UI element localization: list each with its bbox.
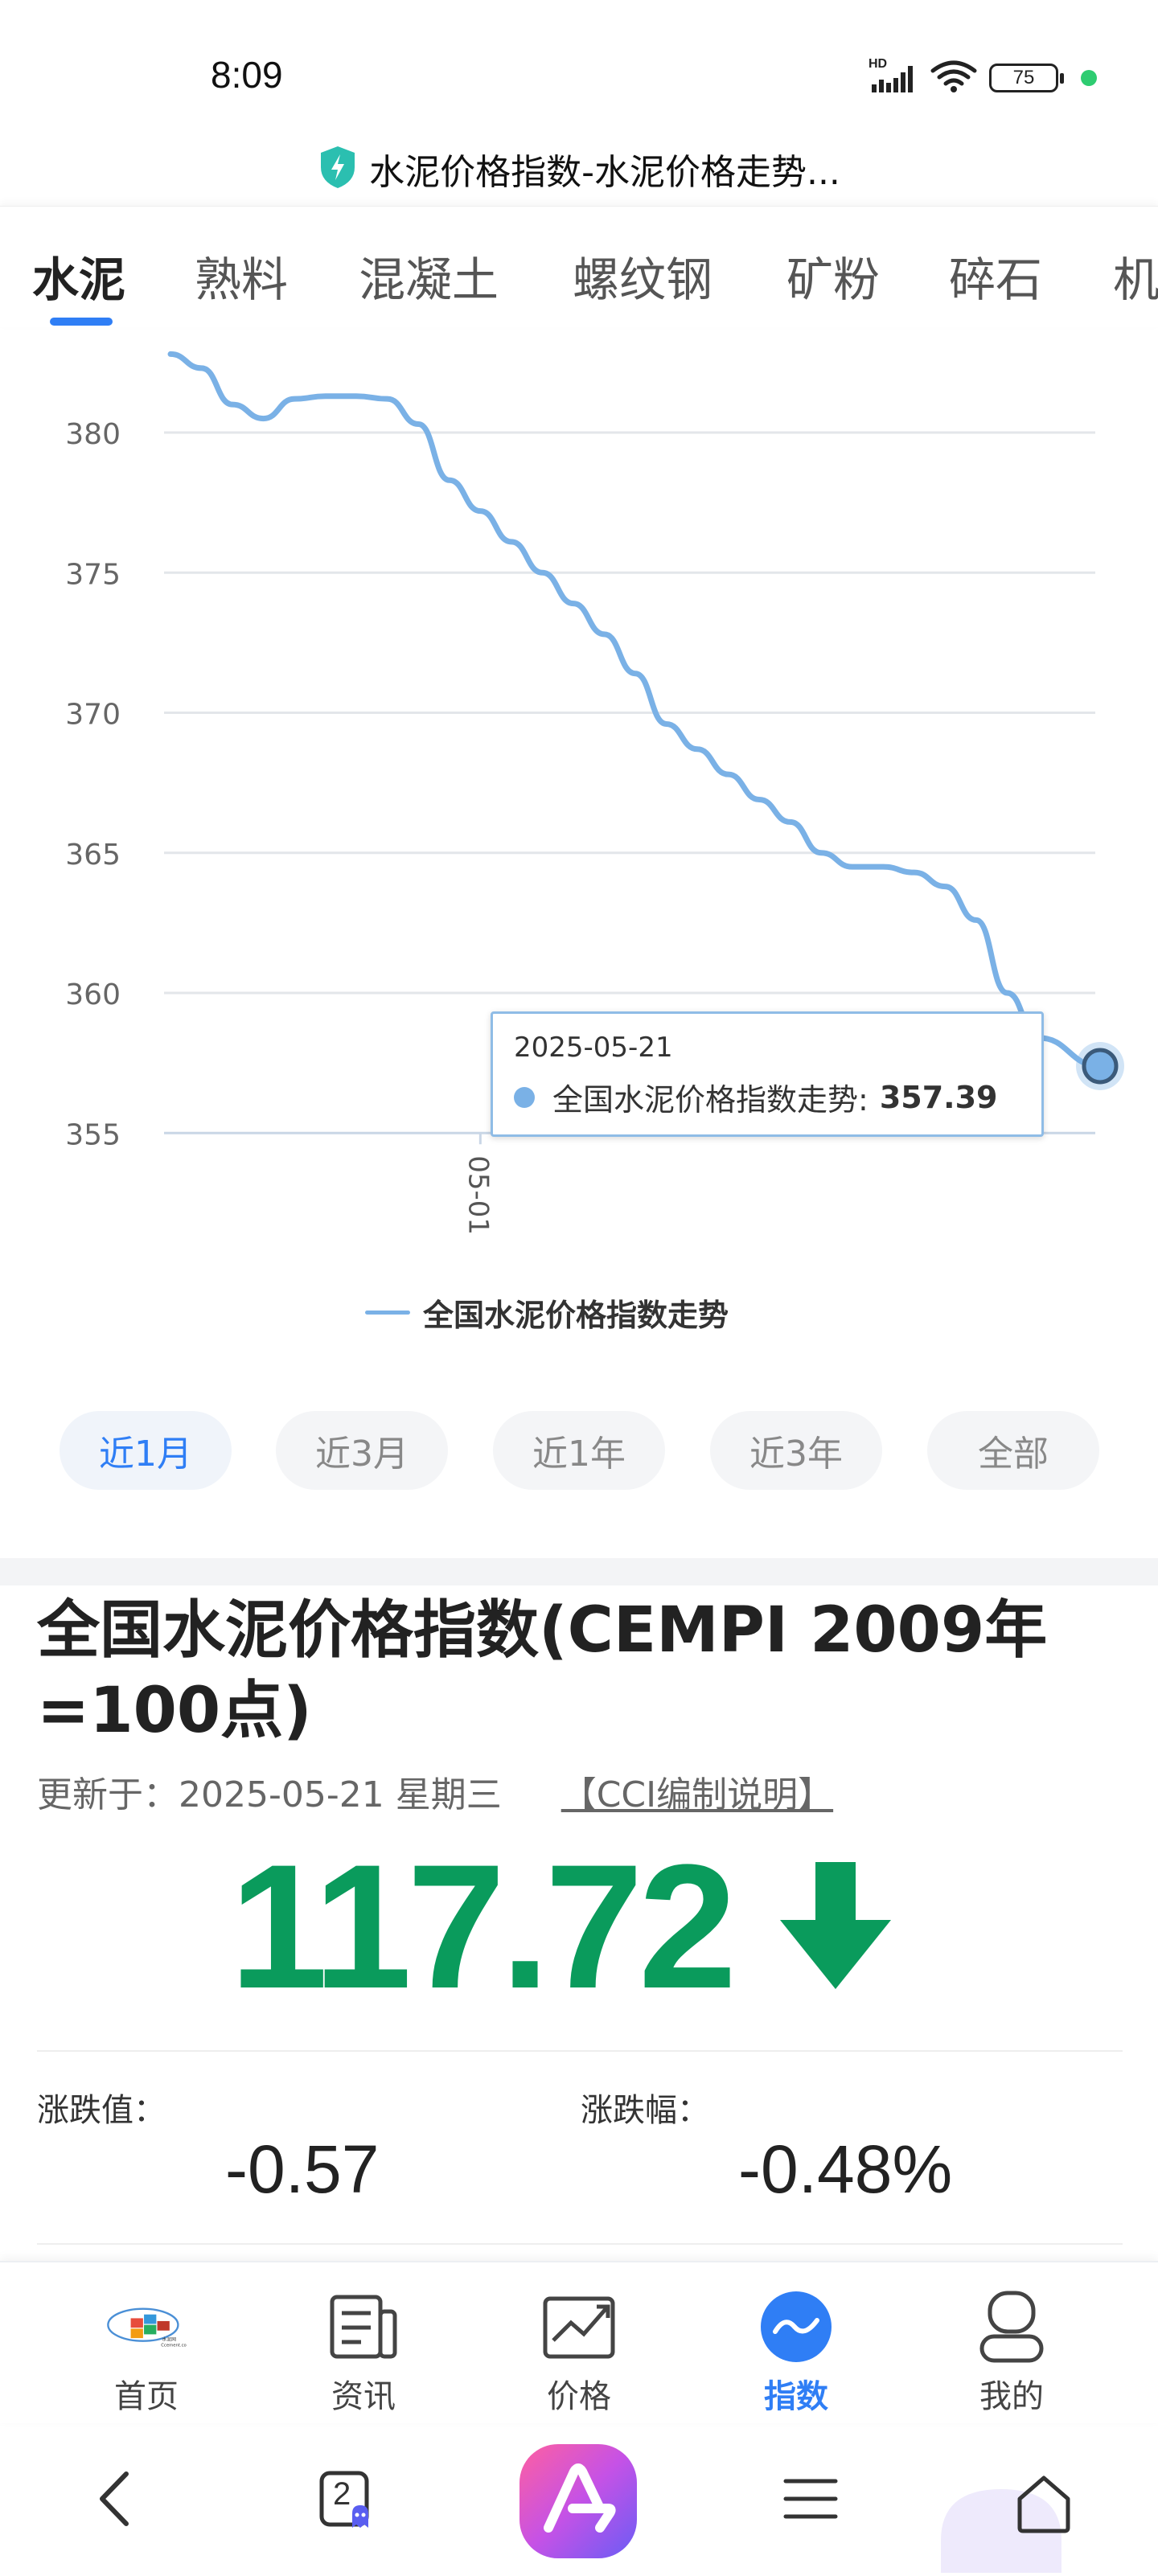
legend-line-swatch bbox=[364, 1311, 410, 1315]
chevron-left-icon bbox=[94, 2471, 134, 2530]
tab-gravel[interactable]: 碎石 bbox=[949, 252, 1043, 307]
down-arrow-icon bbox=[775, 1857, 896, 1997]
nav-profile[interactable]: 我的 bbox=[931, 2287, 1092, 2417]
updated-date: 更新于：2025-05-21 星期三 bbox=[37, 1774, 502, 1815]
y-tick-label-360: 360 bbox=[65, 978, 121, 1011]
status-bar: 8:09 HD 75 bbox=[0, 0, 1158, 137]
tabs-count: 2 bbox=[333, 2476, 351, 2512]
cci-explanation-link[interactable]: 【CCI编制说明】 bbox=[561, 1774, 834, 1815]
home-logo-icon: 水泥网 Ccement.com bbox=[106, 2287, 187, 2367]
menu-button[interactable] bbox=[770, 2460, 851, 2541]
nav-price-label: 价格 bbox=[547, 2378, 611, 2415]
range-3-months-button[interactable]: 近3月 bbox=[276, 1411, 448, 1490]
home-outline-icon bbox=[1012, 2471, 1076, 2539]
home-button[interactable] bbox=[941, 2460, 1126, 2573]
index-value-row: 117.72 bbox=[0, 1825, 1142, 2028]
chart-legend[interactable]: 全国水泥价格指数走势 bbox=[0, 1290, 1126, 1335]
nav-news-label: 资讯 bbox=[331, 2378, 396, 2415]
nav-profile-label: 我的 bbox=[979, 2378, 1044, 2415]
divider-top bbox=[37, 2050, 1123, 2052]
index-title: 全国水泥价格指数(CEMPI 2009年=100点) bbox=[37, 1594, 1048, 1747]
y-tick-label-365: 365 bbox=[65, 839, 121, 872]
index-icon bbox=[756, 2287, 836, 2367]
tab-cement[interactable]: 水泥 bbox=[32, 252, 126, 307]
bottom-navigation: 水泥网 Ccement.com 首页 资讯 价格 bbox=[0, 2261, 1158, 2423]
index-value: 117.72 bbox=[229, 1827, 737, 2025]
hd-signal-icon: HD bbox=[868, 57, 918, 94]
time-range-selector: 近1月 近3月 近1年 近3年 全部 bbox=[0, 1411, 1158, 1491]
system-navigation-bar: 2 bbox=[0, 2428, 1158, 2573]
range-1-year-button[interactable]: 近1年 bbox=[493, 1411, 665, 1490]
profile-icon bbox=[971, 2287, 1052, 2367]
y-tick-label-375: 375 bbox=[65, 558, 121, 591]
x-tick-label-05-01: 05-01 bbox=[462, 1155, 494, 1235]
active-tab-indicator bbox=[50, 318, 113, 326]
tooltip-series-dot bbox=[514, 1086, 535, 1108]
tab-concrete[interactable]: 混凝土 bbox=[359, 252, 499, 307]
price-chart-icon bbox=[539, 2287, 619, 2367]
status-time: 8:09 bbox=[211, 54, 283, 96]
tooltip-date: 2025-05-21 bbox=[514, 1032, 673, 1064]
browser-title-row: 水泥价格指数-水泥价格走势... bbox=[0, 137, 1158, 201]
updated-row: 更新于：2025-05-21 星期三 【CCI编制说明】 bbox=[37, 1766, 833, 1817]
range-all-button[interactable]: 全部 bbox=[927, 1411, 1099, 1490]
nav-home[interactable]: 水泥网 Ccement.com 首页 bbox=[66, 2287, 227, 2417]
y-tick-label-370: 370 bbox=[65, 699, 121, 732]
nav-news[interactable]: 资讯 bbox=[283, 2287, 444, 2417]
tooltip-value: 357.39 bbox=[879, 1079, 998, 1115]
y-tick-label-380: 380 bbox=[65, 418, 121, 451]
range-1-month-button[interactable]: 近1月 bbox=[60, 1411, 232, 1490]
legend-label: 全国水泥价格指数走势 bbox=[422, 1298, 729, 1333]
nav-home-label: 首页 bbox=[114, 2378, 179, 2415]
change-percent-value: -0.48% bbox=[738, 2131, 953, 2207]
ghost-decoration-icon bbox=[925, 2476, 1078, 2576]
privacy-indicator-dot bbox=[1081, 70, 1097, 86]
svg-text:水泥网: 水泥网 bbox=[162, 2336, 176, 2343]
shield-bolt-icon bbox=[318, 145, 358, 193]
change-percent-label: 涨跌幅： bbox=[581, 2092, 709, 2129]
nav-index-label: 指数 bbox=[764, 2378, 828, 2415]
status-icons: HD 75 bbox=[868, 57, 1097, 98]
news-icon bbox=[323, 2287, 404, 2367]
tab-machinery[interactable]: 机 bbox=[1113, 252, 1158, 307]
tabs-button[interactable]: 2 bbox=[307, 2460, 388, 2541]
range-3-years-button[interactable]: 近3年 bbox=[710, 1411, 882, 1490]
tab-clinker[interactable]: 熟料 bbox=[195, 252, 289, 307]
divider-bottom bbox=[37, 2243, 1123, 2245]
tab-slag-powder[interactable]: 矿粉 bbox=[786, 252, 881, 307]
wifi-icon bbox=[930, 59, 978, 96]
tooltip-series-name: 全国水泥价格指数走势: bbox=[552, 1082, 868, 1118]
change-value-label: 涨跌值： bbox=[37, 2092, 166, 2129]
tab-rebar[interactable]: 螺纹钢 bbox=[573, 252, 713, 307]
chart-svg: 380 375 370 365 360 355 05-01 bbox=[65, 351, 1124, 1235]
svg-text:Ccement.com: Ccement.com bbox=[161, 2344, 187, 2348]
menu-icon bbox=[782, 2475, 839, 2526]
section-separator bbox=[0, 1558, 1158, 1585]
nav-price[interactable]: 价格 bbox=[499, 2287, 659, 2417]
y-tick-label-355: 355 bbox=[65, 1118, 121, 1151]
change-value: -0.57 bbox=[225, 2131, 380, 2207]
tabs-count-icon: 2 bbox=[317, 2468, 378, 2533]
price-index-chart: 380 375 370 365 360 355 05-01 2025-05-21 全国水泥价… bbox=[0, 330, 1158, 1367]
ai-assistant-button[interactable] bbox=[516, 2443, 640, 2563]
battery-icon: 75 bbox=[989, 64, 1064, 92]
category-tabs: 水泥 熟料 混凝土 螺纹钢 矿粉 碎石 机 bbox=[0, 206, 1158, 327]
ai-assistant-icon bbox=[516, 2441, 640, 2565]
highlight-point bbox=[1082, 1048, 1119, 1085]
nav-index[interactable]: 指数 bbox=[716, 2287, 877, 2417]
page-title: 水泥价格指数-水泥价格走势... bbox=[369, 152, 840, 193]
chart-tooltip: 2025-05-21 全国水泥价格指数走势: 357.39 bbox=[491, 1011, 1044, 1137]
back-button[interactable] bbox=[74, 2460, 154, 2541]
series-line bbox=[167, 351, 1103, 1069]
